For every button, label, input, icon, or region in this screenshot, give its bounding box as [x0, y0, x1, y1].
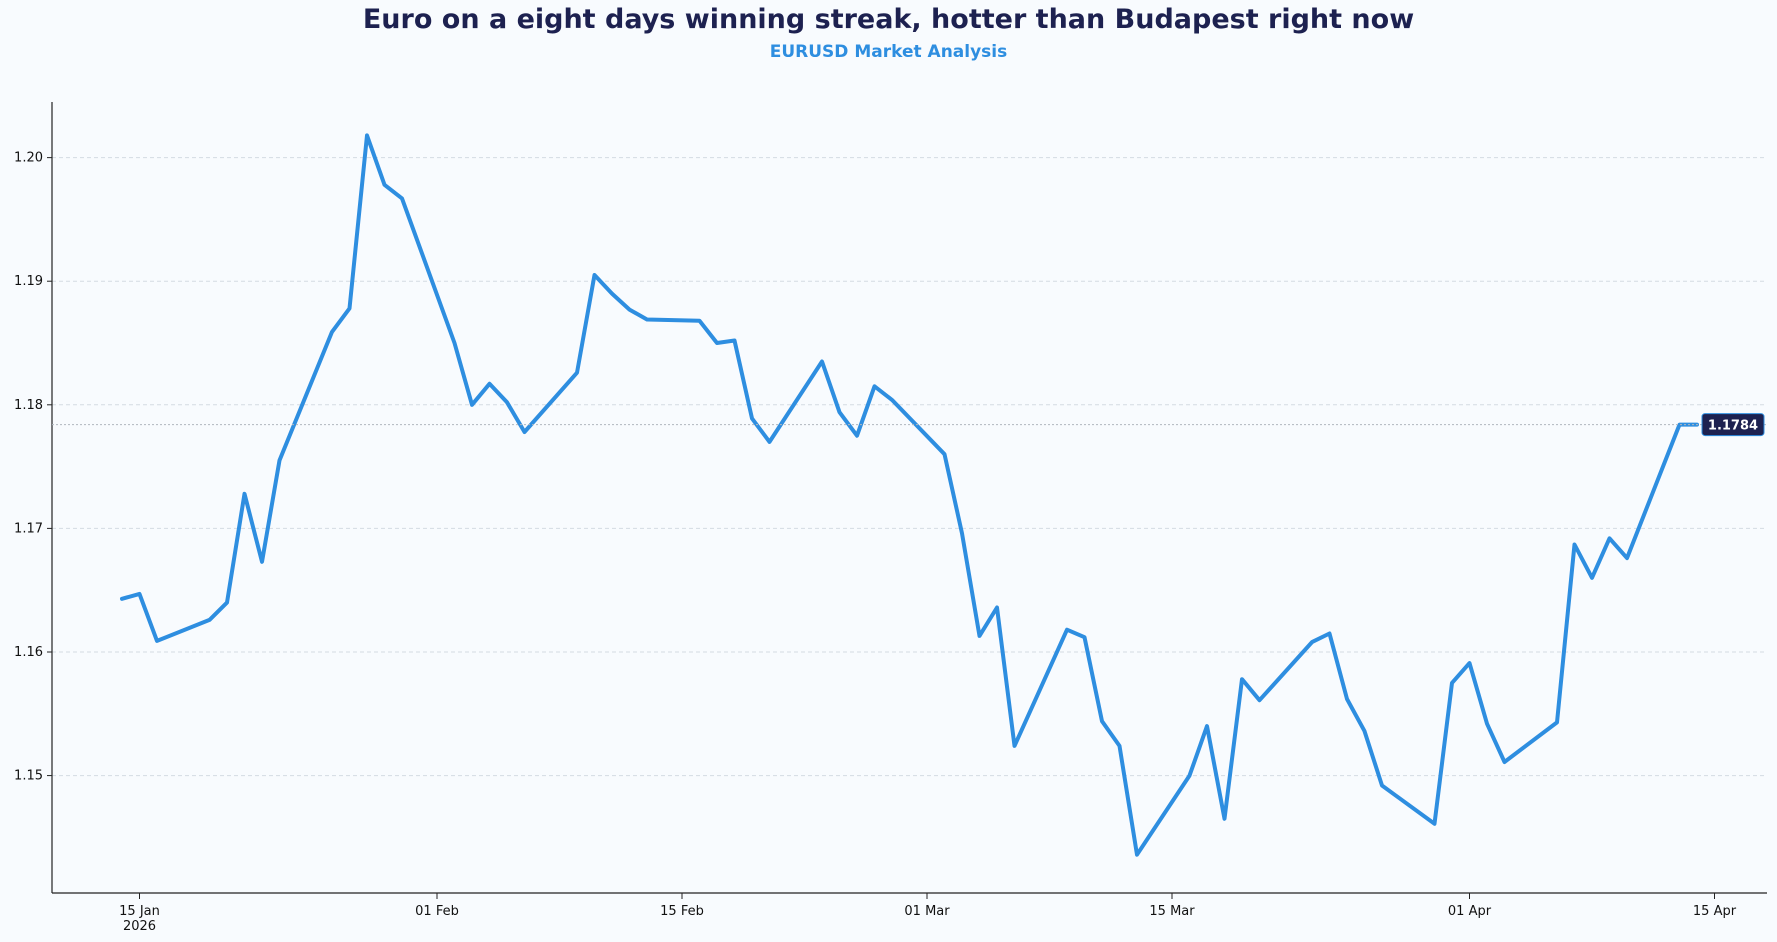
y-tick-label: 1.15	[14, 769, 43, 784]
last-value-badge	[1701, 413, 1765, 437]
x-tick-label: 01 Feb	[415, 904, 459, 919]
x-tick-label: 15 Apr	[1693, 904, 1737, 919]
x-tick-label: 01 Mar	[904, 904, 950, 919]
last-value-label: 1.1784	[1708, 419, 1758, 434]
x-tick-label: 15 Jan	[119, 904, 160, 919]
y-tick-label: 1.19	[14, 274, 43, 289]
y-tick-label: 1.16	[14, 645, 43, 660]
y-tick-label: 1.18	[14, 398, 43, 413]
series-line	[120, 133, 1699, 857]
y-tick-label: 1.17	[14, 521, 43, 536]
x-tick-label: 15 Feb	[660, 904, 704, 919]
chart-subtitle: EURUSD Market Analysis	[769, 42, 1008, 62]
chart-title: Euro on a eight days winning streak, hot…	[362, 4, 1415, 35]
x-tick-label: 01 Apr	[1448, 904, 1492, 919]
x-tick-label: 15 Mar	[1149, 904, 1195, 919]
x-tick-sublabel: 2026	[123, 919, 156, 934]
y-tick-label: 1.20	[14, 151, 43, 166]
